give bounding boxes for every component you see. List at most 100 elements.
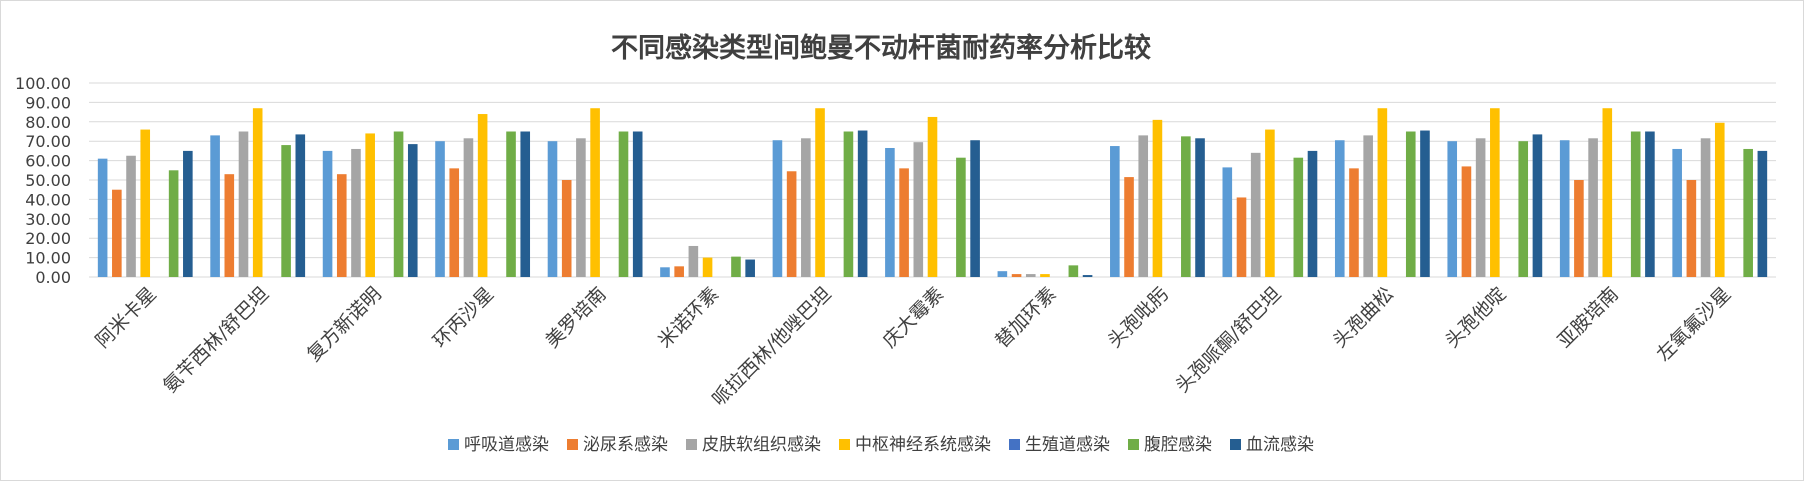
bar xyxy=(140,129,151,277)
y-tick-label: 40.00 xyxy=(25,190,71,209)
x-category-label: 头孢哌酮/舒巴坦 xyxy=(1171,283,1285,397)
bar xyxy=(1110,146,1120,277)
bar xyxy=(1138,135,1149,277)
legend-item: 皮肤软组织感染 xyxy=(686,435,821,455)
y-tick-label: 100.00 xyxy=(15,74,71,93)
bar xyxy=(449,168,460,277)
bar xyxy=(1181,136,1191,277)
legend-item: 泌尿系感染 xyxy=(567,435,668,455)
bar xyxy=(1307,150,1318,277)
y-tick-label: 60.00 xyxy=(25,152,71,171)
chart-title: 不同感染类型间鲍曼不动杆菌耐药率分析比较 xyxy=(611,32,1151,64)
bar xyxy=(463,138,474,277)
bar xyxy=(1461,166,1472,277)
bar xyxy=(238,131,249,277)
bar xyxy=(590,108,600,277)
bar xyxy=(1645,131,1655,277)
bar xyxy=(1518,141,1529,277)
legend-label: 血流感染 xyxy=(1246,435,1314,455)
bar xyxy=(183,150,193,277)
bar xyxy=(1293,157,1304,277)
bar xyxy=(506,131,516,277)
x-category-label: 氨苄西林/舒巴坦 xyxy=(159,283,273,397)
bar xyxy=(1700,138,1711,277)
bar xyxy=(168,170,179,277)
x-category-label: 左氧氟沙星 xyxy=(1653,283,1736,366)
x-category-label: 环丙沙星 xyxy=(429,283,498,352)
bar xyxy=(281,145,291,277)
bar xyxy=(731,256,741,277)
bar xyxy=(1236,197,1247,277)
bar xyxy=(632,131,643,277)
bars xyxy=(97,108,1768,278)
bar xyxy=(224,174,235,277)
legend-swatch xyxy=(1230,439,1241,450)
bar xyxy=(1265,129,1275,277)
bar xyxy=(393,131,404,277)
bar xyxy=(745,259,755,277)
bar xyxy=(786,171,797,277)
bar xyxy=(1250,152,1261,277)
bar xyxy=(561,180,572,277)
x-category-label: 亚胺培南 xyxy=(1554,283,1623,352)
bar xyxy=(322,150,333,277)
bar xyxy=(1559,140,1570,277)
bar xyxy=(688,245,699,277)
legend-swatch xyxy=(686,439,697,450)
bar xyxy=(1363,135,1373,277)
legend: 呼吸道感染 泌尿系感染 皮肤软组织感染 中枢神经系统感染 生殖道感染 腹腔感染 血流感染 xyxy=(448,435,1314,455)
bar xyxy=(1490,108,1500,277)
bar xyxy=(351,148,361,277)
y-tick-label: 20.00 xyxy=(25,229,71,248)
legend-item: 中枢神经系统感染 xyxy=(839,435,991,455)
bar xyxy=(1743,148,1753,277)
bar xyxy=(547,141,558,277)
y-tick-label: 0.00 xyxy=(35,268,71,287)
bar xyxy=(660,267,670,277)
bar xyxy=(1447,141,1458,277)
bar xyxy=(772,140,783,277)
bar xyxy=(336,174,347,277)
x-category-label: 头孢他啶 xyxy=(1441,283,1510,352)
bar xyxy=(815,108,825,277)
legend-label: 生殖道感染 xyxy=(1025,435,1110,455)
bar xyxy=(295,134,306,277)
x-category-label: 哌拉西林/他唑巴坦 xyxy=(708,283,836,411)
legend-label: 腹腔感染 xyxy=(1144,435,1212,455)
bar xyxy=(252,108,263,277)
bar xyxy=(1377,108,1388,277)
bar xyxy=(801,138,811,277)
bar xyxy=(1152,119,1163,277)
legend-swatch xyxy=(1009,439,1020,450)
y-tick-label: 70.00 xyxy=(25,132,71,151)
bar xyxy=(520,131,531,277)
x-category-label: 米诺环素 xyxy=(654,283,723,352)
bar xyxy=(1602,108,1613,277)
legend-item: 腹腔感染 xyxy=(1128,435,1212,455)
bar xyxy=(1334,140,1345,277)
bar xyxy=(210,135,220,277)
bar xyxy=(477,114,488,277)
bar xyxy=(435,141,445,277)
bar xyxy=(674,266,684,277)
bar xyxy=(365,133,375,277)
bar xyxy=(1672,148,1682,277)
y-tick-label: 10.00 xyxy=(25,249,71,268)
legend-swatch xyxy=(839,439,850,450)
legend-label: 皮肤软组织感染 xyxy=(702,435,821,455)
bar xyxy=(1532,134,1543,277)
x-category-label: 头孢曲松 xyxy=(1329,283,1398,352)
bar xyxy=(997,271,1008,277)
bar xyxy=(1630,131,1641,277)
legend-label: 中枢神经系统感染 xyxy=(855,435,991,455)
bar xyxy=(1714,122,1725,278)
x-category-label: 美罗培南 xyxy=(541,283,610,352)
bar xyxy=(927,116,938,277)
legend-item: 呼吸道感染 xyxy=(448,435,549,455)
bar xyxy=(1011,274,1022,277)
bar xyxy=(1124,177,1134,277)
bar xyxy=(956,157,966,277)
bar xyxy=(1082,275,1093,277)
